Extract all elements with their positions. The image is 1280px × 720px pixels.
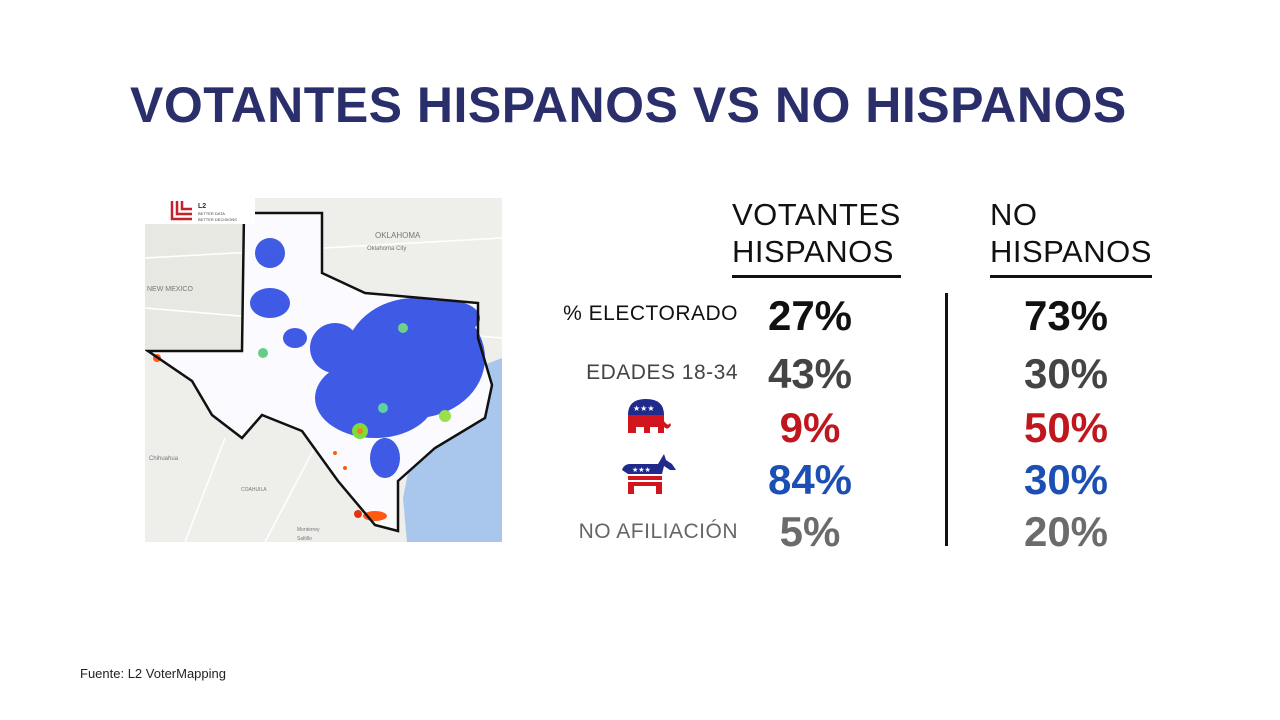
header-line: HISPANOS — [990, 234, 1152, 269]
value-no-hispanos: 73% — [1023, 292, 1109, 339]
column-header-no-hispanos: NO HISPANOS — [990, 196, 1152, 278]
republican-elephant-icon: ★★★ — [628, 399, 671, 433]
svg-text:L2: L2 — [198, 203, 206, 210]
svg-text:★★★: ★★★ — [632, 466, 651, 474]
value-hispanos: 27% — [767, 292, 853, 339]
row-label-no-afiliacion: NO AFILIACIÓN — [578, 520, 738, 543]
value-hispanos: 9% — [779, 404, 841, 451]
value-no-hispanos: 30% — [1023, 456, 1109, 503]
map-label: Chihuahua — [149, 456, 179, 462]
svg-text:BETTER DECISIONS: BETTER DECISIONS — [198, 217, 237, 222]
column-header-hispanos: VOTANTES HISPANOS — [732, 196, 901, 278]
value-hispanos: 43% — [767, 350, 853, 397]
map-label: NEW MEXICO — [147, 286, 193, 293]
row-label-edades: EDADES 18-34 — [586, 361, 738, 384]
map-label: Monterrey — [297, 527, 320, 533]
header-line: NO — [990, 197, 1038, 232]
l2-logo: L2 BETTER DATA BETTER DECISIONS — [170, 201, 237, 222]
value-no-hispanos: 20% — [1023, 508, 1109, 555]
map-label: Saltillo — [297, 536, 312, 542]
map-label: COAHUILA — [241, 487, 267, 493]
value-hispanos: 84% — [767, 456, 853, 503]
texas-voter-map: OKLAHOMA Oklahoma City NEW MEXICO Chihua… — [145, 198, 502, 542]
source-note: Fuente: L2 VoterMapping — [80, 666, 226, 681]
header-line: HISPANOS — [732, 234, 894, 269]
democrat-donkey-icon: ★★★ — [622, 454, 676, 494]
header-underline — [990, 275, 1152, 278]
column-divider — [945, 293, 948, 546]
svg-text:★★★: ★★★ — [633, 404, 655, 413]
header-line: VOTANTES — [732, 197, 901, 232]
header-underline — [732, 275, 901, 278]
row-label-electorado: % ELECTORADO — [563, 302, 738, 325]
map-label: OKLAHOMA — [375, 231, 421, 240]
value-no-hispanos: 30% — [1023, 350, 1109, 397]
value-hispanos: 5% — [779, 508, 841, 555]
page-title: VOTANTES HISPANOS VS NO HISPANOS — [130, 77, 1127, 133]
map-label: Oklahoma City — [367, 246, 406, 252]
svg-text:BETTER DATA: BETTER DATA — [198, 211, 225, 216]
value-no-hispanos: 50% — [1023, 404, 1109, 451]
